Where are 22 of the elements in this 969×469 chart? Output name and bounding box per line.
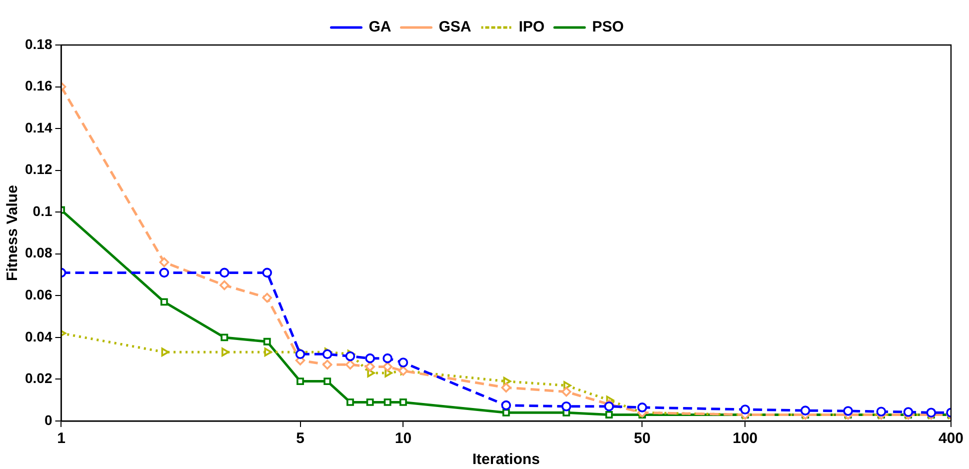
x-tick-label: 5 [296, 430, 304, 448]
legend-label: GSA [438, 18, 472, 36]
y-tick-label: 0.12 [25, 161, 52, 178]
x-tick-label: 10 [394, 430, 412, 448]
x-tick-label: 50 [634, 430, 651, 448]
y-tick-label: 0.16 [25, 78, 52, 94]
y-tick-label: 0.18 [25, 36, 52, 52]
x-tick-label: 1 [57, 430, 66, 448]
x-tick-label: 400 [938, 430, 964, 448]
y-axis-title: Fitness Value [4, 185, 22, 281]
y-tick-label: 0.14 [25, 119, 52, 136]
legend-label: GA [368, 18, 392, 36]
y-tick-label: 0.02 [25, 370, 52, 386]
y-tick-label: 0 [44, 412, 52, 428]
y-tick-label: 0.04 [25, 328, 52, 344]
x-tick-label: 100 [732, 430, 758, 448]
y-tick-label: 0.1 [32, 202, 52, 219]
y-tick-label: 0.06 [25, 286, 52, 303]
y-tick-label: 0.08 [25, 244, 52, 261]
legend-label: PSO [592, 18, 624, 36]
legend-label: IPO [518, 18, 545, 36]
x-axis-title: Iterations [472, 451, 540, 468]
